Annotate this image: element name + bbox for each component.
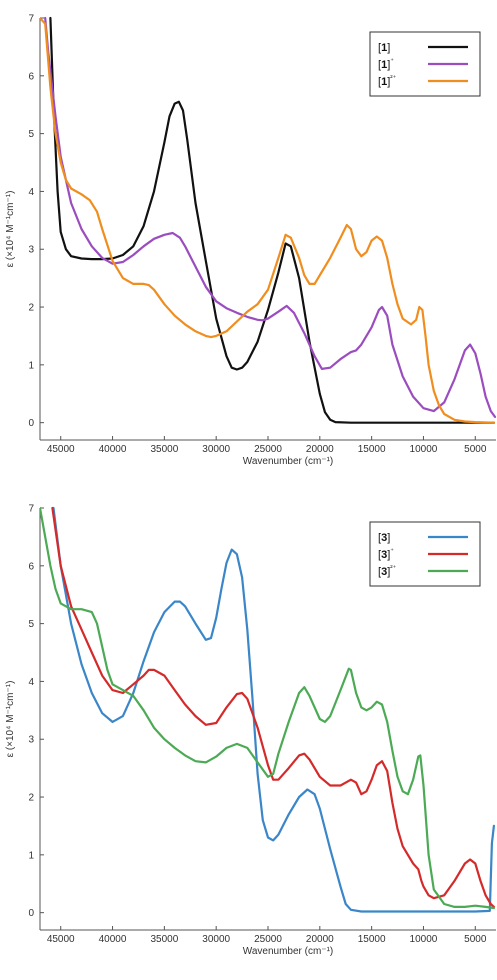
legend: [1] [1]⁺ [1]²⁺ [369,31,481,97]
x-tick-label: 20000 [306,444,334,455]
y-tick-label: 1 [28,360,34,371]
x-tick-label: 5000 [464,444,487,455]
x-tick-label: 45000 [47,444,75,455]
x-tick-label: 5000 [464,934,487,945]
x-tick-label: 25000 [254,934,282,945]
legend: [3] [3]⁺ [3]²⁺ [369,521,481,587]
legend-label: [3]²⁺ [378,565,397,578]
x-tick-label: 30000 [202,444,230,455]
x-axis-title: Wavenumber (cm⁻¹) [243,946,333,957]
legend-label: [1] [378,42,390,54]
x-tick-label: 10000 [410,934,438,945]
y-tick-label: 3 [28,245,34,256]
x-tick-label: 10000 [410,444,438,455]
y-tick-label: 0 [28,908,34,919]
x-tick-label: 45000 [47,934,75,945]
legend-label: [1]²⁺ [378,75,397,88]
y-tick-label: 7 [28,14,34,25]
x-tick-label: 30000 [202,934,230,945]
x-tick-label: 40000 [99,934,127,945]
x-tick-label: 15000 [358,444,386,455]
y-tick-label: 2 [28,303,34,314]
x-tick-label: 35000 [150,444,178,455]
y-tick-label: 4 [28,677,34,688]
y-tick-label: 5 [28,619,34,630]
x-tick-label: 40000 [99,444,127,455]
y-tick-label: 5 [28,129,34,140]
x-axis-title: Wavenumber (cm⁻¹) [243,456,333,467]
y-tick-label: 0 [28,418,34,429]
chart-top: 0 1 2 3 4 5 6 7 45000 40000 35000 30000 25000 20000 15… [5,14,496,467]
series-line-1 [51,506,495,908]
chart-bottom: 0 1 2 3 4 5 6 7 45000 40000 35000 30000 25000 20000 15… [5,504,496,957]
y-tick-label: 6 [28,561,34,572]
series-line-1 [44,16,496,418]
y-tick-label: 3 [28,735,34,746]
y-axis-title: ε (×10⁴ M⁻¹cm⁻¹) [5,191,16,268]
y-tick-label: 7 [28,504,34,515]
y-tick-label: 6 [28,71,34,82]
y-tick-label: 4 [28,187,34,198]
y-tick-label: 1 [28,850,34,861]
x-tick-label: 20000 [306,934,334,945]
legend-label: [3]⁺ [378,548,394,561]
x-tick-label: 35000 [150,934,178,945]
series-line-2 [40,16,495,424]
series-line-0 [52,506,495,913]
y-tick-label: 2 [28,793,34,804]
y-axis-title: ε (×10⁴ M⁻¹cm⁻¹) [5,681,16,758]
x-tick-label: 25000 [254,444,282,455]
x-tick-label: 15000 [358,934,386,945]
series-line-0 [49,16,495,424]
series-line-2 [40,506,495,910]
legend-label: [3] [378,532,390,544]
legend-label: [1]⁺ [378,58,394,71]
